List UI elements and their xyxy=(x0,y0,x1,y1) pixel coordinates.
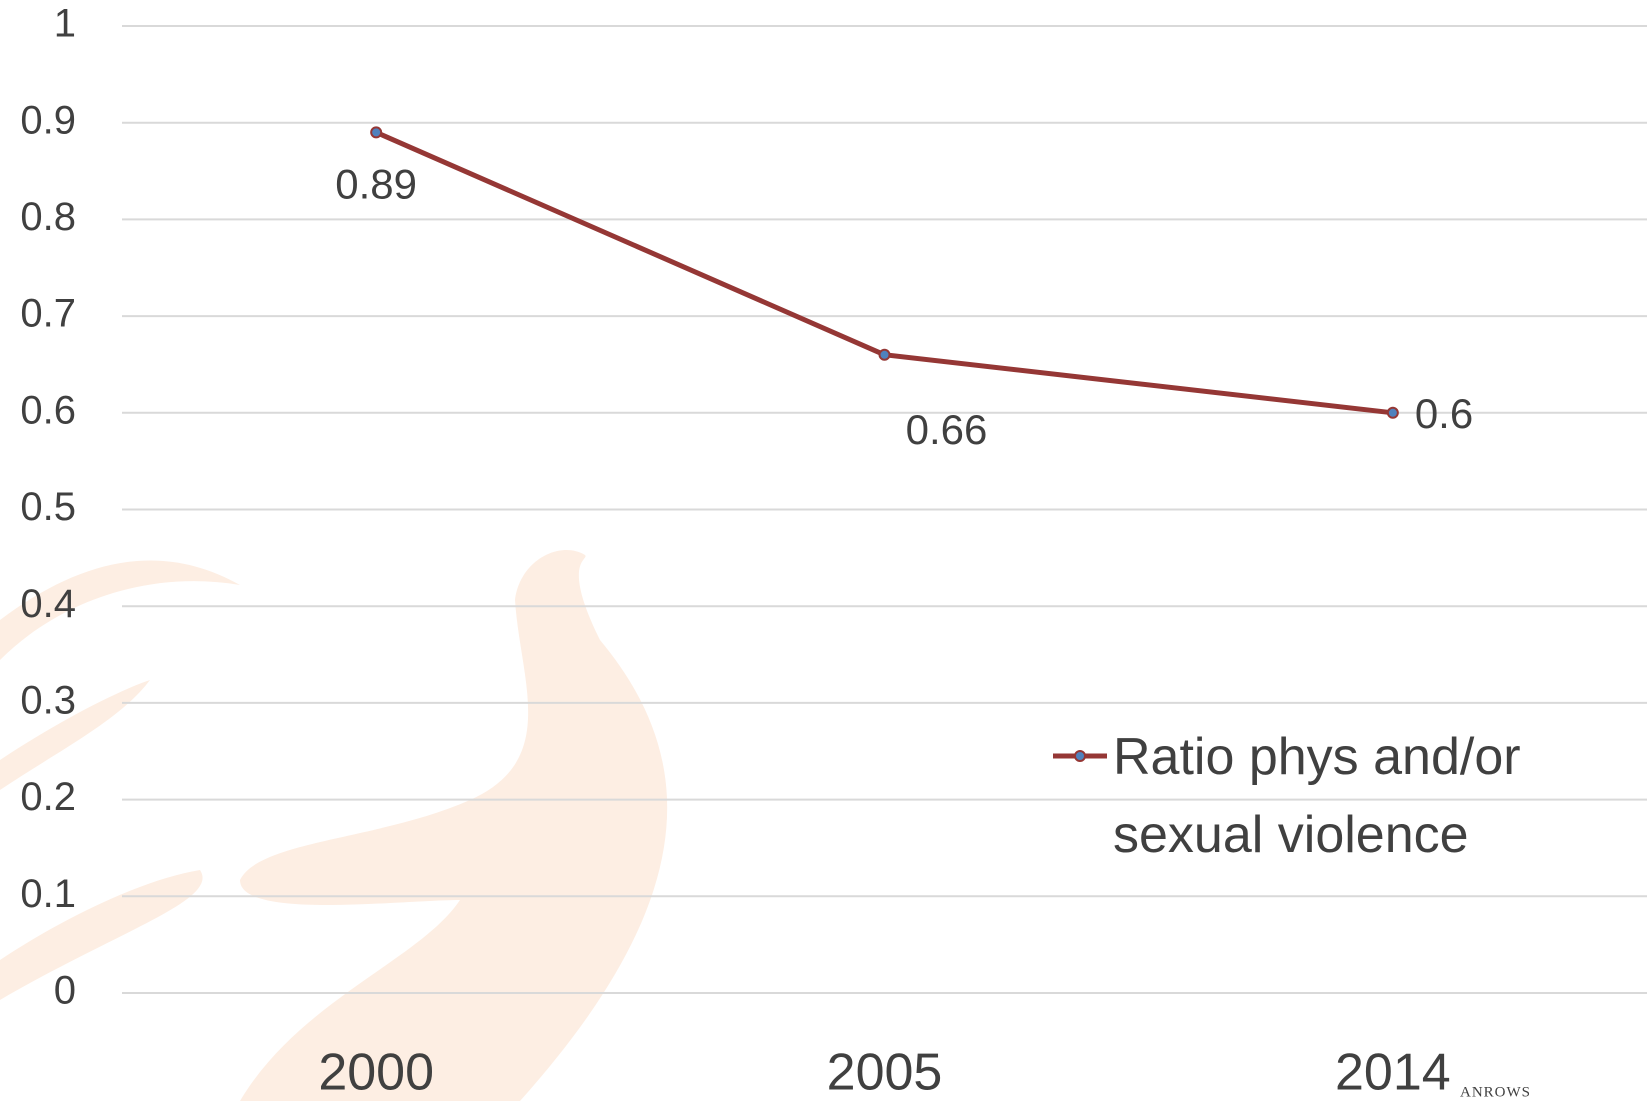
data-label: 0.89 xyxy=(335,160,417,207)
watermark-shape xyxy=(0,550,667,1101)
watermark-text: ANROWS xyxy=(1460,1084,1531,1100)
y-tick-label: 0.9 xyxy=(20,98,76,142)
legend-label: Ratio phys and/or sexual violence xyxy=(1113,718,1613,874)
y-tick-label: 0.3 xyxy=(20,678,76,722)
x-tick-label: 2005 xyxy=(827,1044,943,1101)
marker xyxy=(371,127,381,137)
y-tick-label: 0.5 xyxy=(20,485,76,529)
x-tick-label: 2000 xyxy=(318,1044,434,1101)
y-tick-label: 0.1 xyxy=(20,872,76,916)
y-tick-label: 0.2 xyxy=(20,775,76,819)
chart: ANROWS 0 0.1 0.2 0.3 0.4 0.5 0.6 0.7 0.8 0.9 1 2000… xyxy=(0,0,1647,1101)
y-tick-label: 0 xyxy=(54,969,76,1013)
legend-marker xyxy=(1075,751,1085,761)
y-tick-label: 0.6 xyxy=(20,388,76,432)
marker xyxy=(880,350,890,360)
y-tick-label: 1 xyxy=(54,2,76,46)
y-tick-label: 0.8 xyxy=(20,195,76,239)
marker xyxy=(1388,408,1398,418)
page: ANROWS 0 0.1 0.2 0.3 0.4 0.5 0.6 0.7 0.8 0.9 1 2000… xyxy=(0,0,1647,1101)
y-tick-label: 0.4 xyxy=(20,582,76,626)
data-label: 0.66 xyxy=(906,406,988,453)
x-tick-label: 2014 xyxy=(1335,1044,1451,1101)
y-tick-label: 0.7 xyxy=(20,292,76,336)
line xyxy=(376,132,1393,412)
data-label: 0.6 xyxy=(1415,390,1473,437)
